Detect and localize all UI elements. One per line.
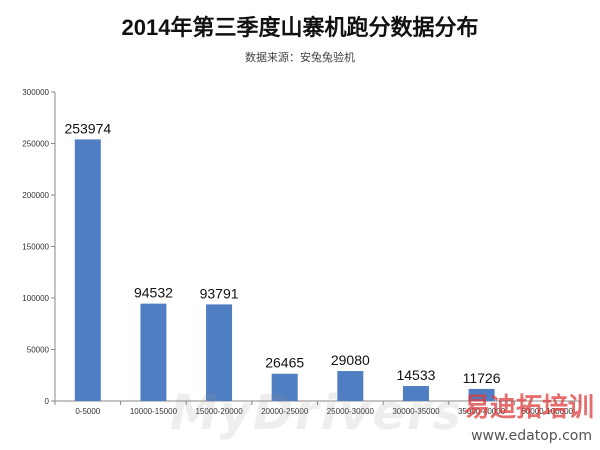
data-label: 14533 [396, 367, 435, 383]
x-tick-label: 30000-35000 [392, 407, 440, 416]
edatop-watermark: 易迪拓培训 [463, 393, 594, 423]
data-label: 93791 [200, 285, 239, 301]
y-tick-label: 150000 [22, 243, 49, 252]
bar [468, 388, 495, 401]
y-tick-label: 300000 [22, 88, 49, 97]
data-label: 26465 [265, 355, 304, 371]
y-tick-label: 100000 [22, 294, 49, 303]
x-tick-label: 15000-20000 [195, 407, 243, 416]
y-tick-label: 250000 [22, 140, 49, 149]
data-label: 11726 [463, 370, 501, 386]
x-tick-label: 0-5000 [75, 407, 100, 416]
x-tick-label: 50000-100000 [521, 407, 573, 416]
x-tick-label: 35000-40000 [458, 407, 506, 416]
y-tick-label: 0 [45, 397, 50, 406]
edatop-url-watermark: www.edatop.com [471, 428, 592, 444]
bar [271, 373, 298, 401]
chart-subtitle: 数据来源：安兔兔验机 [245, 52, 355, 64]
x-tick-label: 25000-30000 [327, 407, 375, 416]
data-label: 253974 [64, 120, 111, 136]
bar [74, 139, 101, 401]
mydrivers-watermark: MyDrivers [170, 385, 464, 441]
chart-title: 2014年第三季度山寨机跑分数据分布 [121, 15, 479, 40]
bar [140, 303, 167, 401]
data-label: 94532 [134, 285, 173, 301]
y-tick-label: 200000 [22, 191, 49, 200]
bar [206, 304, 233, 401]
bar [337, 371, 364, 401]
x-tick-label: 20000-25000 [261, 407, 309, 416]
data-label: 29080 [331, 352, 370, 368]
y-tick-label: 50000 [27, 346, 50, 355]
bar [402, 386, 429, 401]
x-tick-label: 10000-15000 [130, 407, 178, 416]
